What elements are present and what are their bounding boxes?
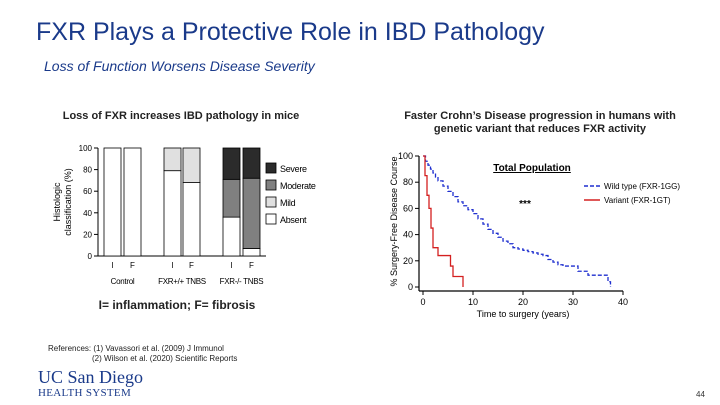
group-label: FXR-/- TNBS <box>220 277 264 286</box>
bar-segment-severe <box>242 147 261 179</box>
bar-segment-mild <box>182 147 201 183</box>
logo-line-2: HEALTH SYSTEM <box>38 387 132 399</box>
x-tick-label: 40 <box>618 297 628 307</box>
legend-swatch-absent <box>265 213 277 225</box>
annotation-title: Total Population <box>493 163 571 174</box>
y-tick-label: 0 <box>408 282 413 292</box>
y-tick-label: 40 <box>403 230 413 240</box>
bar-label: I <box>171 261 173 270</box>
y-tick-label: 40 <box>83 209 92 218</box>
series-line-wild-type <box>423 155 612 287</box>
bar-label: F <box>130 261 135 270</box>
bar-segment-mild <box>163 147 182 172</box>
significance-marker: *** <box>519 199 531 210</box>
y-tick-label: 80 <box>403 177 413 187</box>
legend-label-mild: Mild <box>280 198 296 208</box>
legend-label-wild-type: Wild type (FXR-1GG) <box>604 182 680 191</box>
survival-chart-title: Faster Crohn’s Disease progression in hu… <box>404 110 676 135</box>
reference-line-1: References: (1) Vavassori et al. (2009) … <box>48 344 224 353</box>
y-axis-label-line-2: classification (%) <box>63 168 73 236</box>
legend-label-severe: Severe <box>280 164 307 174</box>
bar-segment-moderate <box>222 178 241 218</box>
y-axis-label-line-1: Histologic <box>52 182 62 222</box>
legend-label-moderate: Moderate <box>280 181 316 191</box>
y-tick-label: 0 <box>88 252 93 261</box>
bar-segment-absent <box>103 147 122 257</box>
legend-label-absent: Absent <box>280 215 307 225</box>
legend-swatch-mild <box>265 196 277 208</box>
x-tick-label: 10 <box>468 297 478 307</box>
legend-swatch-moderate <box>265 179 277 191</box>
slide-title: FXR Plays a Protective Role in IBD Patho… <box>36 18 545 46</box>
legend-label-variant: Variant (FXR-1GT) <box>604 196 671 205</box>
x-axis-label: Time to surgery (years) <box>477 309 570 319</box>
bar-segment-absent <box>222 216 241 257</box>
group-label: FXR+/+ TNBS <box>158 277 206 286</box>
y-tick-label: 100 <box>79 144 93 153</box>
bar-segment-absent <box>242 248 261 257</box>
bar-segment-moderate <box>242 177 261 249</box>
y-tick-label: 20 <box>83 230 92 239</box>
references: References: (1) Vavassori et al. (2009) … <box>48 344 237 364</box>
bar-chart-title: Loss of FXR increases IBD pathology in m… <box>62 110 300 122</box>
survival-curve-chart: 0 20 40 60 80 100 0 10 20 30 40 Time to surgery (ye… <box>389 151 680 319</box>
group-label: Control <box>111 277 135 286</box>
logo-line-1: UC San Diego <box>38 367 143 387</box>
bar-segment-absent <box>123 147 142 257</box>
bar-segment-severe <box>222 147 241 180</box>
bar-segment-absent <box>182 182 201 257</box>
x-tick-label: 20 <box>518 297 528 307</box>
legend-swatch-severe <box>265 162 277 174</box>
y-axis-label: % Surgery-Free Disease Course <box>389 156 399 286</box>
bar-label: F <box>249 261 254 270</box>
y-tick-label: 100 <box>398 151 413 161</box>
ucsd-logo: UC San Diego HEALTH SYSTEM <box>38 368 143 400</box>
reference-line-2: (2) Wilson et al. (2020) Scientific Repo… <box>92 354 238 363</box>
y-tick-label: 60 <box>403 203 413 213</box>
x-tick-label: 0 <box>420 297 425 307</box>
footnote: I= inflammation; F= fibrosis <box>98 298 256 312</box>
bar-label: F <box>189 261 194 270</box>
bar-segment-absent <box>163 170 182 257</box>
series-line-variant <box>423 155 464 287</box>
y-tick-label: 20 <box>403 256 413 266</box>
y-tick-label: 60 <box>83 187 92 196</box>
stacked-bar-chart: 0 20 40 60 80 100 Histologic classification (%)… <box>52 144 316 286</box>
y-tick-label: 80 <box>83 166 92 175</box>
slide-subtitle: Loss of Function Worsens Disease Severit… <box>44 58 315 74</box>
bar-label: I <box>230 261 232 270</box>
bar-label: I <box>111 261 113 270</box>
page-number: 44 <box>696 390 705 399</box>
x-tick-label: 30 <box>568 297 578 307</box>
